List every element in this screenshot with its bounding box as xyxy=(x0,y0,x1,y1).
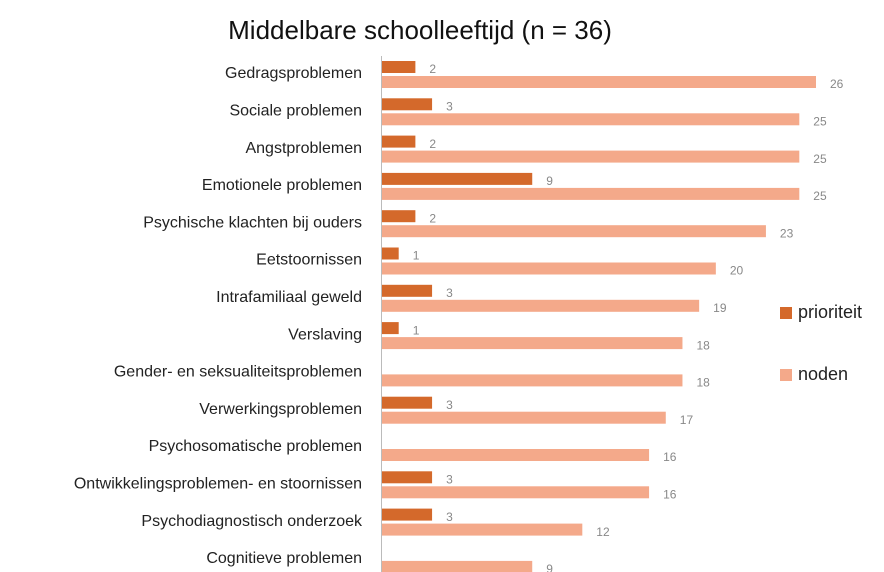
value-label: 20 xyxy=(730,264,744,278)
value-label: 17 xyxy=(680,413,694,427)
value-label: 16 xyxy=(663,487,677,501)
value-label: 3 xyxy=(446,286,453,300)
value-label: 3 xyxy=(446,472,453,486)
value-label: 9 xyxy=(546,174,553,188)
bar xyxy=(382,262,716,275)
value-label: 2 xyxy=(429,137,436,151)
bar xyxy=(382,135,416,148)
value-label: 18 xyxy=(696,338,710,352)
category-label: Verwerkingsproblemen xyxy=(199,401,362,418)
category-label: Intrafamiliaal geweld xyxy=(216,289,362,306)
legend-swatch xyxy=(780,307,792,319)
bar xyxy=(382,76,816,88)
value-label: 3 xyxy=(446,99,453,113)
bar xyxy=(382,560,533,572)
value-label: 1 xyxy=(413,323,420,337)
category-label: Gender- en seksualiteitsproblemen xyxy=(114,364,362,381)
bar xyxy=(382,172,533,185)
category-label: Emotionele problemen xyxy=(202,177,362,194)
value-label: 2 xyxy=(429,62,436,76)
value-label: 2 xyxy=(429,211,436,225)
bar xyxy=(382,210,416,223)
bar xyxy=(382,449,650,461)
bar xyxy=(382,337,683,350)
value-label: 25 xyxy=(813,114,827,128)
legend-label: prioriteit xyxy=(798,302,862,322)
value-label: 9 xyxy=(546,562,553,572)
bar xyxy=(382,284,433,297)
bar xyxy=(382,113,800,126)
bar xyxy=(382,374,683,387)
bar xyxy=(382,411,666,424)
category-label: Verslaving xyxy=(288,326,362,343)
legend-label: noden xyxy=(798,364,848,384)
bar xyxy=(382,508,433,521)
category-label: Sociale problemen xyxy=(229,103,362,120)
legend-swatch xyxy=(780,369,792,381)
bar xyxy=(382,98,433,111)
category-label: Psychodiagnostisch onderzoek xyxy=(141,513,363,530)
bar xyxy=(382,61,416,73)
chart-title: Middelbare schoolleeftijd (n = 36) xyxy=(228,15,612,45)
category-label: Angstproblemen xyxy=(245,140,362,157)
value-label: 3 xyxy=(446,398,453,412)
category-label: Eetstoornissen xyxy=(256,252,362,269)
category-label: Gedragsproblemen xyxy=(225,65,362,82)
bar xyxy=(382,247,399,260)
bar xyxy=(382,471,433,484)
value-label: 18 xyxy=(696,376,710,390)
value-label: 3 xyxy=(446,510,453,524)
value-label: 25 xyxy=(813,152,827,166)
value-label: 19 xyxy=(713,301,727,315)
value-label: 16 xyxy=(663,450,677,464)
value-label: 26 xyxy=(830,77,844,91)
category-label: Psychische klachten bij ouders xyxy=(143,214,362,231)
bar xyxy=(382,396,433,409)
bar xyxy=(382,225,766,238)
bar xyxy=(382,523,583,536)
value-label: 1 xyxy=(413,249,420,263)
category-label: Ontwikkelingsproblemen- en stoornissen xyxy=(74,476,362,493)
bar xyxy=(382,486,650,499)
value-label: 12 xyxy=(596,525,610,539)
bar xyxy=(382,299,700,312)
bar xyxy=(382,322,399,335)
category-label: Psychosomatische problemen xyxy=(149,438,362,455)
bar xyxy=(382,187,800,200)
value-label: 25 xyxy=(813,189,827,203)
value-label: 23 xyxy=(780,226,794,240)
bar xyxy=(382,150,800,163)
category-label: Cognitieve problemen xyxy=(206,550,362,567)
